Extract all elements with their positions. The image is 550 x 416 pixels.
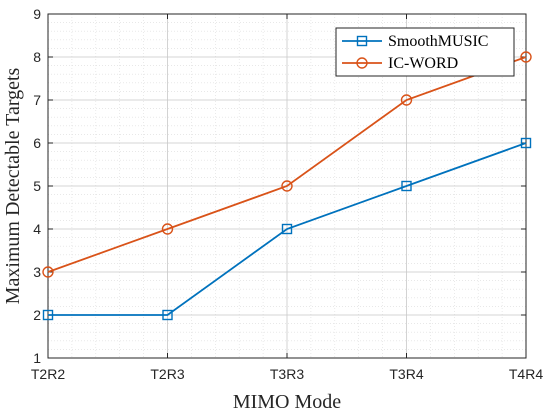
series-line (47, 56, 527, 273)
y-tick-label: 6 (33, 135, 41, 151)
y-tick-label: 4 (33, 221, 41, 237)
x-tick-label: T4R4 (509, 366, 543, 382)
legend-item: IC-WORD (342, 55, 458, 72)
y-tick-label: 8 (33, 49, 41, 65)
data-point (161, 223, 174, 235)
data-point (162, 309, 173, 321)
series-smoothmusic (42, 137, 532, 321)
series-layer (42, 51, 532, 321)
y-tick-label: 2 (33, 307, 41, 323)
series-line (48, 142, 527, 316)
series-ic-word (42, 51, 532, 278)
x-axis-title: MIMO Mode (233, 391, 341, 413)
data-point (520, 137, 532, 149)
x-tick-label: T3R4 (389, 366, 423, 382)
data-point (42, 266, 54, 278)
data-point (281, 223, 293, 235)
legend-item: SmoothMUSIC (342, 33, 488, 50)
y-tick-labels: 1 2 3 4 5 6 7 8 9 (33, 6, 41, 366)
y-tick-label: 7 (33, 92, 41, 108)
y-tick-label: 9 (33, 6, 41, 22)
y-tick-label: 3 (33, 264, 41, 280)
legend-marker (356, 57, 368, 69)
legend-label: SmoothMUSIC (388, 33, 488, 50)
data-point (401, 180, 412, 192)
legend-marker (356, 35, 368, 47)
y-tick-label: 1 (33, 350, 41, 366)
data-point (400, 94, 413, 106)
data-point (42, 309, 54, 321)
x-tick-labels: T2R2 T2R3 T3R3 T3R4 T4R4 (31, 366, 543, 382)
data-point (281, 180, 293, 192)
legend-label: IC-WORD (388, 55, 458, 72)
data-point (520, 51, 532, 63)
x-tick-label: T2R3 (150, 366, 184, 382)
y-axis-title: Maximum Detectable Targets (2, 67, 24, 304)
x-tick-label: T2R2 (31, 366, 65, 382)
y-tick-label: 5 (33, 178, 41, 194)
x-tick-label: T3R3 (270, 366, 304, 382)
legend: SmoothMUSIC IC-WORD (335, 27, 515, 77)
